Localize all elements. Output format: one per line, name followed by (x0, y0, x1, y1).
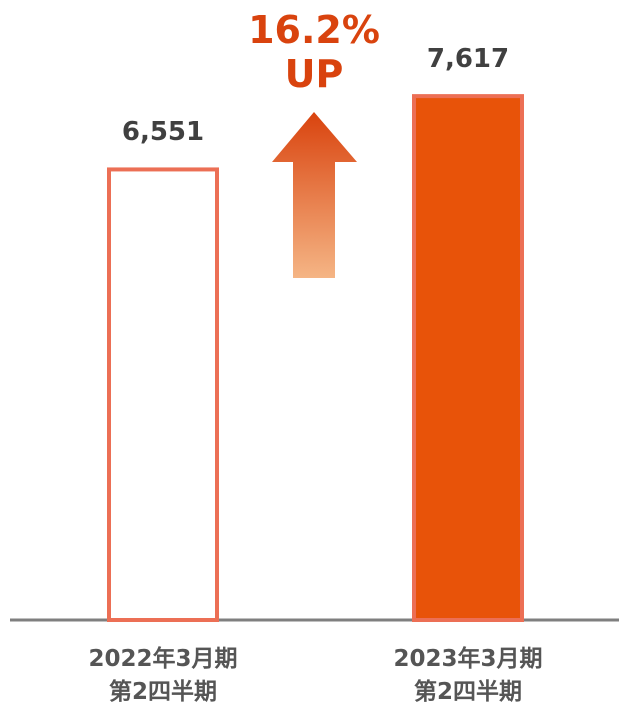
value-label: 6,551 (121, 117, 205, 148)
x-tick-label: 2022年3月期 第2四半期 (88, 646, 238, 705)
up-arrow (272, 112, 357, 278)
annotation: 16.2% UP (248, 8, 380, 96)
bar (412, 94, 524, 622)
x-tick-label: 2023年3月期 第2四半期 (393, 646, 543, 705)
value-label: 7,617 (426, 44, 510, 75)
bar (107, 167, 219, 623)
